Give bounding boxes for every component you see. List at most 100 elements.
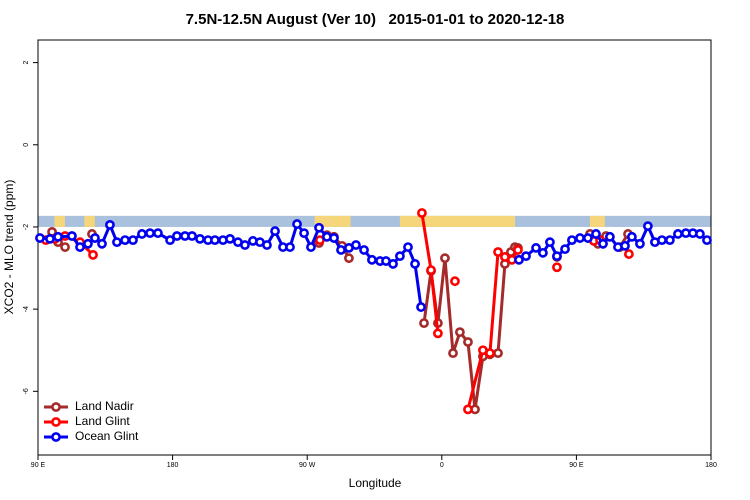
data-point bbox=[485, 348, 495, 358]
band-highlight bbox=[314, 215, 351, 227]
data-point bbox=[75, 242, 85, 252]
data-point bbox=[388, 259, 398, 269]
data-point bbox=[45, 233, 55, 244]
series-line bbox=[466, 249, 520, 410]
data-point bbox=[306, 242, 316, 252]
data-point bbox=[145, 228, 155, 239]
data-point bbox=[664, 235, 675, 246]
data-point bbox=[344, 253, 354, 264]
x-tick-label: 90 E bbox=[569, 462, 584, 469]
data-point bbox=[395, 251, 405, 262]
data-point bbox=[514, 254, 524, 265]
data-point bbox=[137, 229, 147, 239]
data-point bbox=[591, 229, 601, 239]
y-tick-label: -4 bbox=[23, 306, 30, 312]
data-point bbox=[359, 245, 369, 255]
data-point bbox=[403, 242, 413, 252]
band-highlight bbox=[54, 215, 65, 227]
data-point bbox=[314, 222, 324, 233]
x-tick-label: 180 bbox=[705, 462, 717, 469]
data-point bbox=[270, 226, 280, 236]
band-highlight bbox=[589, 215, 605, 227]
data-point bbox=[450, 276, 460, 287]
data-point bbox=[292, 219, 302, 229]
data-point bbox=[419, 318, 429, 329]
legend-marker bbox=[51, 417, 61, 427]
x-tick-label: 180 bbox=[167, 462, 179, 469]
data-point bbox=[513, 245, 523, 255]
legend-label: Land Nadir bbox=[75, 399, 134, 413]
data-point bbox=[623, 249, 634, 259]
data-point bbox=[67, 231, 77, 241]
data-point bbox=[410, 259, 420, 269]
data-point bbox=[426, 265, 436, 275]
data-point bbox=[440, 253, 450, 264]
data-point bbox=[521, 251, 531, 262]
data-point bbox=[120, 235, 130, 246]
x-tick-label: 90 E bbox=[31, 462, 46, 469]
data-point bbox=[605, 231, 615, 242]
band-highlight bbox=[399, 215, 516, 227]
data-point bbox=[642, 221, 653, 232]
data-point bbox=[702, 235, 712, 246]
y-tick-label: 2 bbox=[23, 61, 30, 65]
data-point bbox=[83, 238, 93, 249]
data-point bbox=[128, 235, 138, 246]
data-point bbox=[299, 228, 309, 239]
data-point bbox=[545, 237, 555, 248]
data-point bbox=[210, 235, 220, 246]
data-point bbox=[673, 229, 683, 239]
data-point bbox=[695, 229, 705, 239]
data-point bbox=[463, 337, 473, 347]
data-point bbox=[187, 231, 197, 241]
data-point bbox=[537, 247, 548, 258]
data-point bbox=[336, 245, 346, 255]
data-point bbox=[240, 240, 250, 250]
x-axis-label: Longitude bbox=[349, 476, 402, 490]
data-point bbox=[417, 208, 427, 218]
x-tick-label: 0 bbox=[440, 462, 444, 469]
data-point bbox=[153, 228, 163, 239]
data-point bbox=[195, 233, 205, 244]
data-point bbox=[531, 243, 541, 253]
data-point bbox=[351, 240, 361, 250]
data-point bbox=[433, 328, 443, 339]
data-point bbox=[97, 238, 107, 249]
data-point bbox=[329, 233, 339, 243]
data-point bbox=[598, 238, 608, 249]
legend-marker bbox=[51, 402, 61, 412]
x-tick-label: 90 W bbox=[299, 462, 316, 469]
data-point bbox=[88, 249, 98, 260]
y-axis-label: XCO2 - MLO trend (ppm) bbox=[2, 180, 16, 315]
y-tick-label: -6 bbox=[23, 388, 30, 394]
data-point bbox=[416, 302, 426, 312]
data-point bbox=[583, 233, 593, 243]
data-point bbox=[262, 240, 272, 250]
data-point bbox=[575, 233, 585, 243]
data-point bbox=[165, 235, 175, 246]
data-point bbox=[90, 233, 100, 243]
data-point bbox=[657, 235, 667, 246]
data-point bbox=[60, 242, 70, 252]
data-point bbox=[112, 237, 122, 248]
data-point bbox=[105, 220, 115, 230]
data-point bbox=[620, 240, 630, 251]
chart-title: 7.5N-12.5N August (Ver 10) 2015-01-01 to… bbox=[186, 11, 565, 28]
data-point bbox=[552, 251, 562, 262]
y-tick-label: -2 bbox=[23, 224, 30, 230]
plot-frame bbox=[37, 39, 712, 456]
data-point bbox=[448, 348, 458, 358]
data-point bbox=[285, 242, 295, 252]
legend-marker bbox=[51, 432, 61, 442]
legend-label: Ocean Glint bbox=[75, 429, 139, 443]
data-point bbox=[454, 327, 465, 338]
legend-label: Land Glint bbox=[75, 414, 130, 428]
y-tick-label: 0 bbox=[23, 143, 30, 147]
data-point bbox=[367, 254, 377, 265]
data-point bbox=[225, 233, 235, 244]
data-point bbox=[626, 231, 637, 242]
data-point bbox=[493, 247, 503, 257]
data-point bbox=[560, 244, 570, 255]
data-point bbox=[567, 235, 577, 246]
